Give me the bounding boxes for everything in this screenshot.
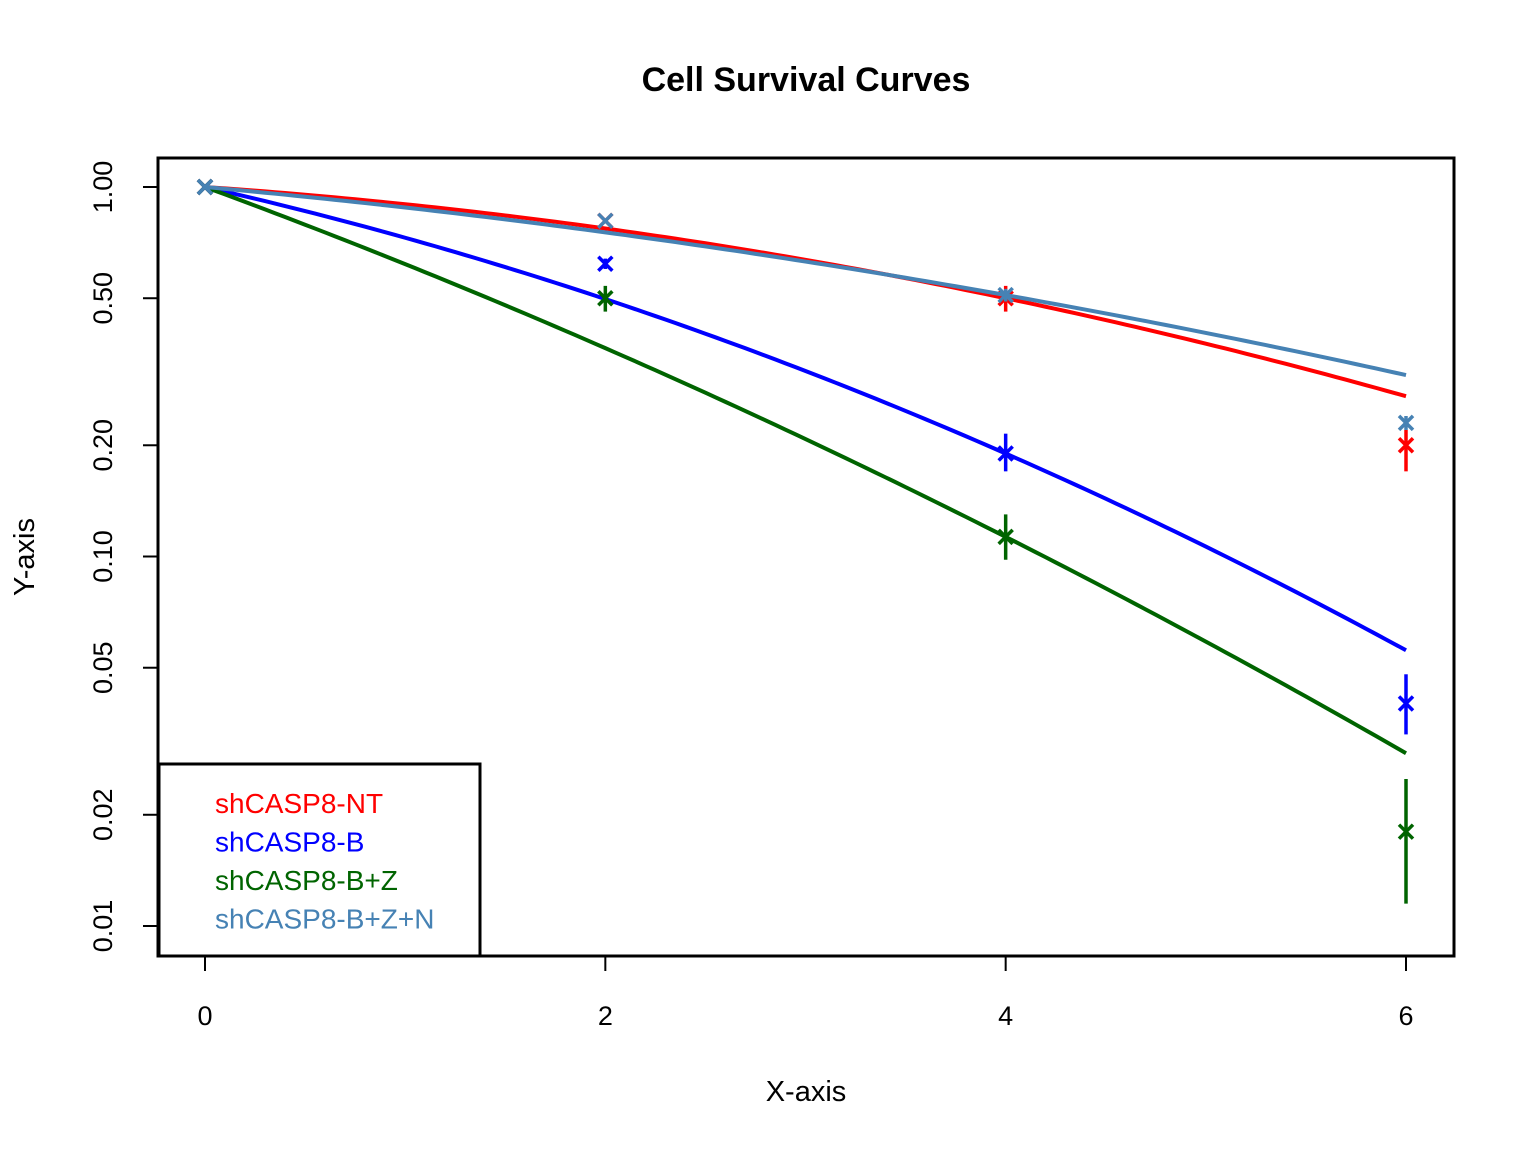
data-point-marker [997,445,1014,462]
y-tick-label: 0.20 [88,419,118,472]
data-point-marker [196,178,214,196]
y-axis-label: Y-axis [9,518,41,596]
data-point-marker [997,528,1014,546]
series-layer [196,178,1415,904]
series-curve [204,185,1407,755]
x-axis: 0 2 4 6 [197,955,1414,1031]
legend-entry: shCASP8-NT [215,788,383,819]
data-point-marker [997,286,1014,304]
x-tick-label: 4 [998,1001,1013,1031]
chart-title: Cell Survival Curves [642,61,971,99]
data-point-marker [1397,414,1415,432]
x-tick-label: 0 [197,1001,212,1031]
y-tick-label: 0.01 [88,900,118,953]
series-curve [204,185,1407,378]
series-curve [204,185,1407,399]
y-tick-label: 0.02 [88,788,118,841]
y-tick-label: 0.05 [88,641,118,694]
y-tick-label: 0.50 [88,272,118,325]
x-axis-label: X-axis [766,1076,847,1108]
series-curve [204,185,1407,653]
data-point-marker [597,212,614,230]
legend-entry: shCASP8-B+Z [215,865,398,896]
x-tick-label: 2 [598,1001,613,1031]
y-tick-label: 1.00 [88,161,118,214]
series-group [196,178,1415,432]
legend-entry: shCASP8-B [215,827,364,858]
data-point-marker [1397,437,1415,454]
data-point-marker [597,255,614,272]
y-tick-label: 0.10 [88,530,118,583]
x-tick-label: 6 [1398,1001,1413,1031]
data-point-marker [597,289,614,307]
data-point-marker [1397,695,1415,712]
legend-box [157,762,482,958]
series-group [196,178,1415,472]
y-axis: 1.00 0.50 0.20 0.10 0.05 0.02 0.01 [88,161,159,953]
legend: shCASP8-NT shCASP8-B shCASP8-B+Z shCASP8-B+… [157,762,482,958]
data-point-marker [1397,823,1415,840]
legend-entry: shCASP8-B+Z+N [215,904,434,935]
